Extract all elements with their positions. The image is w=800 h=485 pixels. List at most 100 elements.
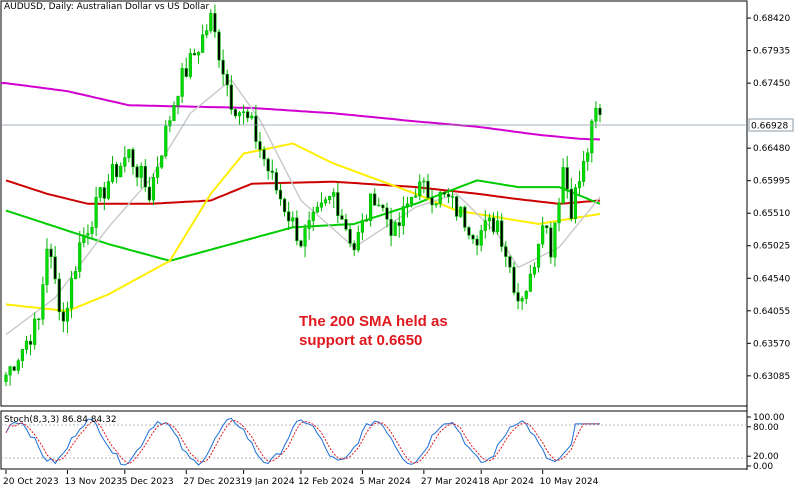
candle <box>541 216 545 248</box>
candle <box>536 243 541 273</box>
annotation-line-2: support at 0.6650 <box>299 332 422 349</box>
candle <box>512 262 516 296</box>
candle <box>254 104 258 150</box>
x-tick-label: 13 Nov 2023 <box>64 477 122 485</box>
candle <box>282 197 287 217</box>
candle <box>336 182 340 224</box>
candle <box>467 226 471 240</box>
x-tick-label: 10 May 2024 <box>540 477 599 485</box>
candle <box>160 154 164 170</box>
candle <box>307 211 311 240</box>
candle <box>524 290 528 304</box>
y-tick-label: 0.65995 <box>753 177 790 187</box>
stoch-signal-line <box>5 419 600 465</box>
candle <box>127 149 131 163</box>
candle <box>74 266 78 280</box>
y-tick-label: 0.67935 <box>753 47 790 57</box>
candle <box>69 270 74 319</box>
candle <box>344 213 348 232</box>
candle <box>106 173 111 201</box>
candle <box>201 24 205 53</box>
candle <box>311 206 315 231</box>
candle <box>368 193 373 227</box>
candle <box>123 146 127 173</box>
candle <box>250 112 254 120</box>
candle <box>356 225 360 253</box>
y-tick-label: 0.63085 <box>753 372 790 382</box>
candle <box>86 224 90 245</box>
candle <box>147 176 151 203</box>
candle <box>37 317 41 330</box>
stochastic-lines <box>5 417 600 466</box>
candle <box>328 195 332 204</box>
candle <box>549 222 553 264</box>
candle <box>209 9 213 34</box>
candle <box>278 183 283 206</box>
candle <box>82 227 86 248</box>
candle <box>205 24 209 39</box>
candle <box>582 150 586 187</box>
candle <box>229 75 233 115</box>
candle <box>422 177 426 194</box>
candle <box>303 224 307 258</box>
candle <box>561 158 565 204</box>
x-tick-label: 19 Jan 2024 <box>241 477 295 485</box>
candle <box>155 156 160 185</box>
candle <box>364 214 369 222</box>
candle <box>135 163 139 187</box>
candle <box>164 120 168 159</box>
candle <box>115 161 119 184</box>
candle <box>24 335 29 354</box>
candle <box>455 195 459 221</box>
candle <box>516 283 520 310</box>
candle <box>377 197 381 207</box>
candle <box>520 296 524 310</box>
y-tick-label: 0.64540 <box>753 274 790 284</box>
candle <box>270 159 274 180</box>
x-tick-label: 5 Mar 2024 <box>359 477 411 485</box>
candle <box>20 348 24 368</box>
annotation-line-1: The 200 SMA held as <box>299 313 448 330</box>
x-tick-label: 27 Dec 2023 <box>183 477 241 485</box>
candle <box>409 196 414 208</box>
candle <box>262 146 266 167</box>
candle <box>598 104 602 123</box>
candle <box>180 62 184 104</box>
candle <box>237 111 242 125</box>
candle <box>450 190 455 209</box>
candle <box>528 264 532 293</box>
candle <box>287 201 291 231</box>
candle <box>131 147 135 175</box>
candle <box>381 204 385 212</box>
candle <box>98 186 102 202</box>
candle <box>78 230 82 279</box>
current-price-marker: 0.66928 <box>748 118 794 132</box>
candle <box>434 203 438 208</box>
candle <box>508 255 512 274</box>
candle <box>233 108 238 119</box>
candle <box>291 211 295 228</box>
candle <box>33 312 37 350</box>
candle <box>28 334 33 356</box>
candle <box>446 188 451 204</box>
candle <box>442 191 446 198</box>
candle <box>471 234 475 245</box>
candle <box>151 173 156 206</box>
x-tick-label: 5 Dec 2023 <box>122 477 174 485</box>
candle <box>258 132 262 159</box>
candle <box>266 157 270 180</box>
candle <box>577 170 582 197</box>
candle <box>385 202 389 228</box>
candle <box>491 212 496 235</box>
chart-title: AUDUSD, Daily: Australian Dollar vs US D… <box>4 2 210 12</box>
candle <box>360 213 365 241</box>
sma-line-2 <box>5 179 601 262</box>
candle <box>102 181 106 211</box>
candle <box>553 222 557 267</box>
candle <box>315 201 319 214</box>
candle <box>389 207 393 247</box>
candle <box>94 186 98 237</box>
candle <box>221 49 225 86</box>
candle <box>299 239 303 248</box>
